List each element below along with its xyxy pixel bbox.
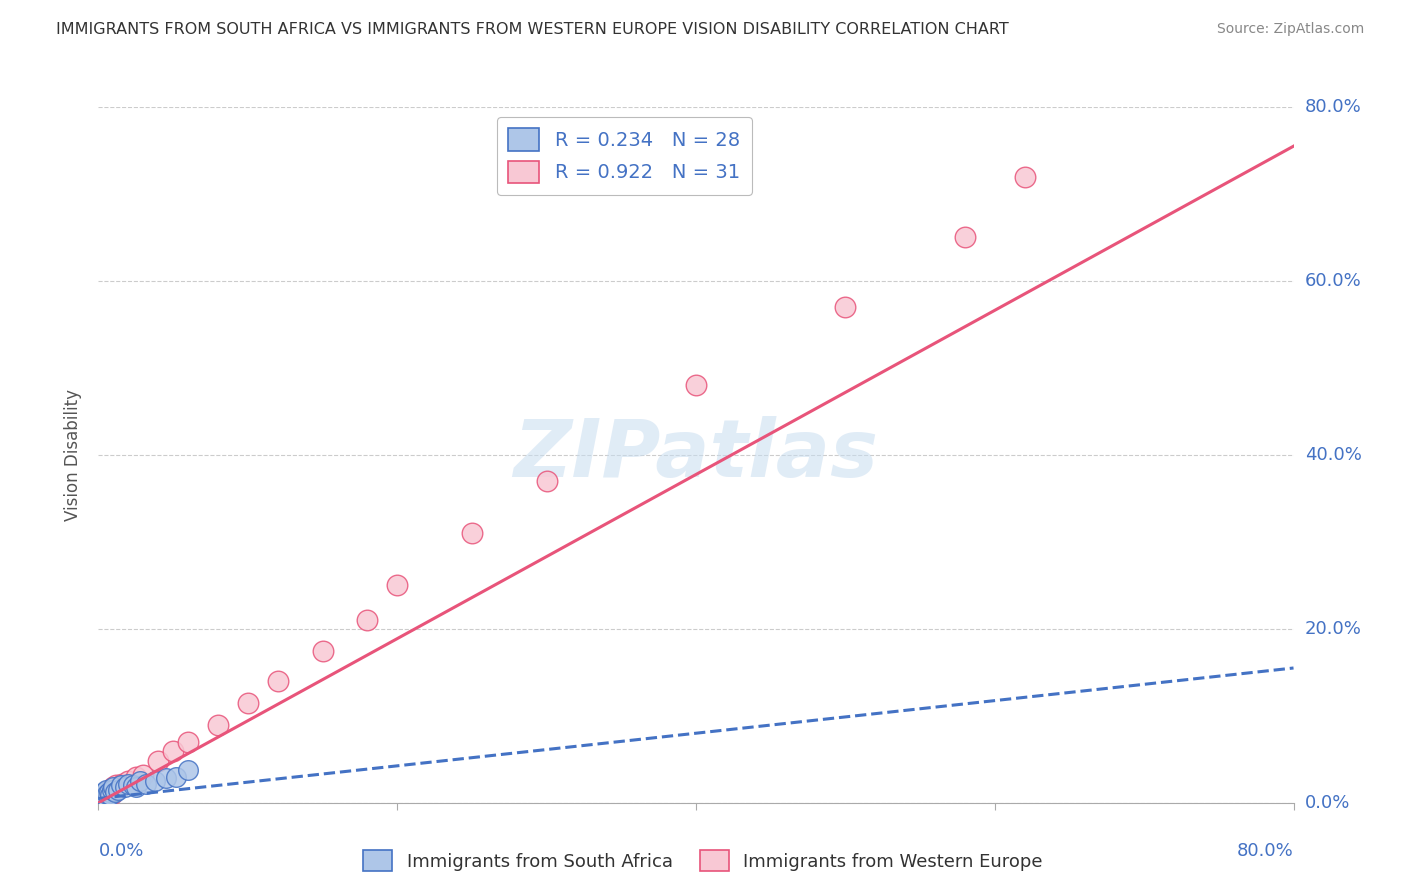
Text: Source: ZipAtlas.com: Source: ZipAtlas.com — [1216, 22, 1364, 37]
Point — [121, 778, 143, 792]
Point — [143, 774, 166, 789]
Point — [177, 735, 200, 749]
Point — [207, 717, 229, 731]
Point — [177, 763, 200, 777]
Point — [155, 772, 177, 786]
Point — [117, 777, 139, 791]
Point — [89, 793, 111, 807]
Point — [89, 787, 111, 801]
Point — [108, 780, 131, 794]
Text: 0.0%: 0.0% — [98, 842, 143, 860]
Point — [267, 674, 290, 689]
Point — [97, 785, 120, 799]
Point — [385, 578, 409, 592]
Point — [536, 474, 558, 488]
Legend: R = 0.234   N = 28, R = 0.922   N = 31: R = 0.234 N = 28, R = 0.922 N = 31 — [496, 117, 752, 194]
Point — [91, 791, 114, 805]
Point — [311, 643, 333, 657]
Point — [953, 230, 976, 244]
Text: IMMIGRANTS FROM SOUTH AFRICA VS IMMIGRANTS FROM WESTERN EUROPE VISION DISABILITY: IMMIGRANTS FROM SOUTH AFRICA VS IMMIGRAN… — [56, 22, 1010, 37]
Point — [101, 787, 124, 801]
Point — [148, 754, 170, 768]
Point — [98, 782, 122, 797]
Point — [685, 378, 707, 392]
Point — [105, 778, 128, 792]
Point — [236, 696, 259, 710]
Text: 0.0%: 0.0% — [1305, 794, 1350, 812]
Point — [114, 780, 136, 794]
Text: 80.0%: 80.0% — [1305, 98, 1361, 116]
Point — [103, 780, 125, 794]
Point — [94, 787, 117, 801]
Text: 40.0%: 40.0% — [1305, 446, 1361, 464]
Point — [125, 780, 148, 794]
Point — [104, 785, 127, 799]
Point — [111, 777, 134, 791]
Point — [107, 782, 129, 797]
Point — [98, 788, 122, 802]
Point — [90, 789, 112, 803]
Point — [90, 790, 112, 805]
Point — [1014, 169, 1036, 184]
Point — [834, 300, 856, 314]
Point — [97, 785, 120, 799]
Point — [93, 785, 115, 799]
Point — [91, 790, 114, 805]
Point — [135, 777, 157, 791]
Point — [132, 768, 155, 782]
Text: 60.0%: 60.0% — [1305, 272, 1361, 290]
Point — [101, 782, 124, 797]
Point — [96, 789, 118, 804]
Point — [110, 778, 132, 792]
Y-axis label: Vision Disability: Vision Disability — [65, 389, 83, 521]
Point — [91, 787, 114, 801]
Point — [356, 613, 378, 627]
Text: 20.0%: 20.0% — [1305, 620, 1361, 638]
Point — [94, 789, 117, 804]
Point — [103, 780, 125, 794]
Point — [96, 787, 118, 801]
Point — [93, 789, 115, 803]
Point — [93, 789, 115, 803]
Point — [90, 791, 112, 805]
Point — [129, 774, 152, 789]
Point — [125, 770, 148, 784]
Text: ZIPatlas: ZIPatlas — [513, 416, 879, 494]
Text: 80.0%: 80.0% — [1237, 842, 1294, 860]
Point — [89, 791, 111, 805]
Legend: Immigrants from South Africa, Immigrants from Western Europe: Immigrants from South Africa, Immigrants… — [356, 843, 1050, 879]
Point — [165, 770, 187, 784]
Point — [117, 774, 139, 789]
Point — [94, 782, 117, 797]
Point — [162, 744, 184, 758]
Point — [461, 526, 484, 541]
